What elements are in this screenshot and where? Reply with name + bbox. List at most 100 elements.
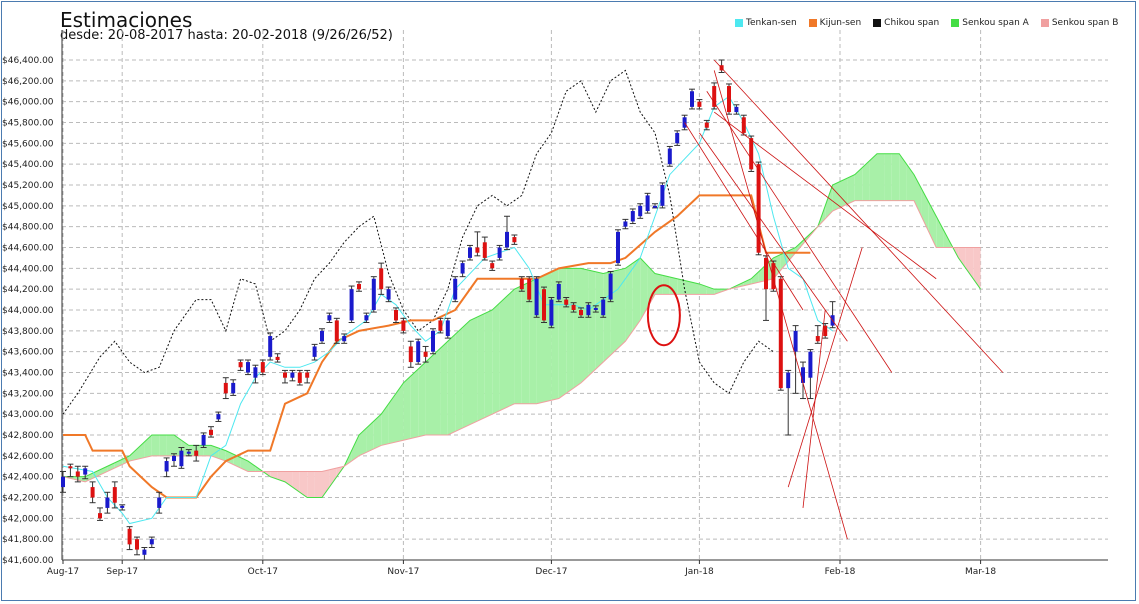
legend-item: Kijun-sen [808, 18, 861, 28]
y-tick-label: $44,400.00 [2, 264, 54, 274]
cloud-segment [240, 457, 248, 472]
candle-up [445, 320, 450, 337]
trend-line [802, 309, 826, 508]
candle-down [571, 304, 576, 310]
candle-down [357, 283, 361, 290]
cloud-segment [714, 289, 722, 295]
cloud-segment [751, 271, 759, 284]
y-tick-label: $45,000.00 [2, 202, 54, 212]
candle-down [68, 466, 73, 469]
legend-item: Senkou span A [951, 18, 1029, 28]
candle-down [512, 237, 517, 243]
cloud-segment [795, 240, 803, 253]
cloud-segment [499, 296, 507, 411]
cloud-segment [455, 327, 463, 432]
cloud-segment [899, 153, 907, 201]
cloud-segment [307, 471, 315, 498]
y-tick-label: $43,800.00 [2, 327, 54, 337]
candle-up [556, 283, 561, 300]
tenkan-sen-line [62, 95, 833, 525]
cloud-segment [699, 283, 707, 295]
candle-down [275, 356, 280, 360]
cloud-segment [359, 428, 367, 456]
candle-up [320, 330, 324, 342]
candle-up [253, 367, 258, 378]
trend-line [684, 122, 804, 311]
cloud-segment [566, 268, 574, 394]
x-tick-label: Oct-17 [248, 567, 278, 577]
candle-down [712, 86, 717, 107]
candle-up [201, 435, 206, 446]
candle-up [645, 195, 650, 212]
cloud-segment [832, 181, 840, 212]
x-tick-label: Nov-17 [387, 567, 419, 577]
candle-up [616, 231, 620, 264]
legend-item: Tenkan-sen [735, 18, 797, 28]
cloud-segment [862, 160, 870, 201]
cloud-segment [366, 421, 374, 453]
candle-down [778, 278, 783, 389]
candle-down [98, 513, 102, 519]
candle-down [305, 372, 310, 378]
candle-up [268, 336, 273, 357]
candle-up [312, 346, 317, 357]
candle-up [61, 476, 65, 488]
cloud-segment [100, 466, 108, 475]
x-tick-label: Aug-17 [47, 567, 79, 577]
x-tick-label: Dec-17 [535, 567, 567, 577]
legend: Tenkan-sen Kijun-sen Chikou span Senkou spa… [735, 18, 1118, 28]
y-tick-label: $44,600.00 [2, 244, 54, 254]
candle-up [231, 382, 236, 394]
cloud-segment [166, 435, 174, 456]
chart-subtitle: desde: 20-08-2017 hasta: 20-02-2018 (9/2… [60, 28, 393, 43]
candle-up [172, 455, 176, 462]
cloud-segment [388, 393, 396, 444]
candle-down [564, 299, 569, 305]
candle-up [593, 307, 598, 310]
candle-up [586, 304, 591, 316]
candle-up [431, 330, 435, 352]
chart-title: Estimaciones [60, 8, 193, 32]
candle-down [408, 346, 413, 363]
cloud-segment [625, 263, 633, 342]
y-tick-label: $42,800.00 [2, 431, 54, 441]
candle-down [519, 278, 524, 290]
candle-up [497, 247, 502, 258]
legend-swatch [873, 19, 882, 27]
cloud-segment [425, 355, 433, 435]
candle-up [157, 497, 162, 508]
cloud-segment [92, 469, 100, 479]
y-tick-label: $44,000.00 [2, 306, 54, 316]
y-tick-label: $44,200.00 [2, 285, 54, 295]
candle-down [194, 450, 199, 456]
x-tick-label: Mar-18 [965, 567, 996, 577]
cloud-segment [869, 153, 877, 201]
candle-down [815, 336, 820, 342]
legend-label: Chikou span [884, 18, 940, 28]
candle-down [209, 429, 213, 435]
cloud-segment [507, 289, 515, 408]
x-tick-label: Feb-18 [825, 567, 856, 577]
candle-up [453, 278, 458, 300]
candle-down [749, 138, 754, 170]
trend-line [713, 59, 1004, 373]
candle-down [401, 320, 406, 331]
senkou-span-a-line [63, 153, 982, 498]
candle-up [83, 468, 88, 475]
candle-down [394, 310, 398, 321]
candle-down [223, 382, 228, 394]
cloud-segment [884, 153, 892, 201]
y-tick-label: $42,400.00 [2, 473, 54, 483]
trend-line [787, 247, 863, 488]
cloud-segment [906, 164, 914, 201]
cloud-segment [129, 448, 137, 462]
cloud-segment [314, 471, 322, 498]
candle-down [260, 362, 265, 373]
cloud-segment [684, 280, 692, 295]
cloud-segment [847, 174, 855, 205]
chikou-span-line [62, 69, 774, 415]
candle-up [608, 273, 613, 300]
cloud-segment [914, 174, 922, 217]
candle-down [90, 487, 95, 498]
